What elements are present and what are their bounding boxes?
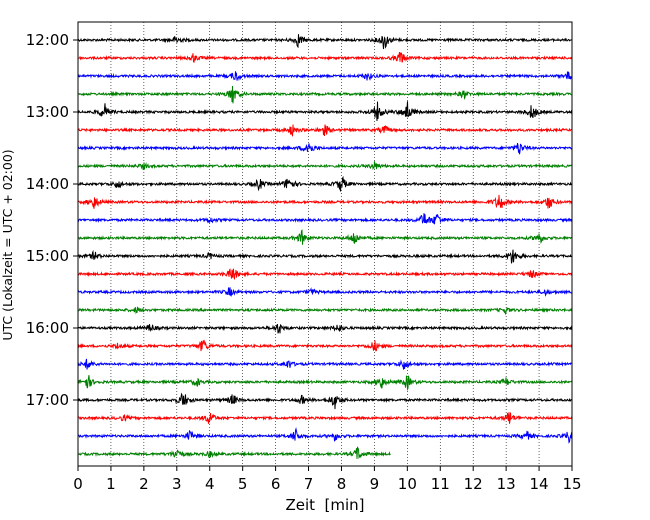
trace-1415 — [77, 194, 573, 209]
plot-frame — [77, 21, 573, 467]
y-tick-label-13:00: 13:00 — [26, 103, 69, 121]
seismic-traces — [77, 34, 573, 460]
x-tick-label-13: 13 — [497, 475, 516, 493]
x-axis-ticks: 0 1 2 3 4 5 6 7 8 9 10 11 12 13 14 15 — [73, 466, 582, 493]
trace-1215 — [77, 51, 573, 63]
trace-1745 — [77, 446, 391, 460]
trace-1430 — [77, 213, 573, 225]
trace-1630 — [77, 358, 573, 370]
trace-1615 — [77, 339, 573, 352]
trace-1645 — [77, 375, 573, 392]
y-tick-label-16:00: 16:00 — [26, 319, 69, 337]
y-tick-label-17:00: 17:00 — [26, 391, 69, 409]
x-tick-label-15: 15 — [562, 475, 581, 493]
trace-1230 — [77, 71, 573, 82]
trace-1515 — [77, 268, 573, 281]
trace-1715 — [77, 412, 573, 424]
trace-1600 — [77, 324, 573, 334]
trace-1500 — [77, 249, 573, 264]
x-tick-label-2: 2 — [139, 475, 149, 493]
trace-1730 — [77, 427, 573, 444]
trace-1330 — [77, 142, 573, 155]
y-tick-label-12:00: 12:00 — [26, 31, 69, 49]
trace-1315 — [77, 124, 573, 137]
x-tick-label-0: 0 — [73, 475, 83, 493]
x-tick-label-5: 5 — [238, 475, 248, 493]
x-tick-label-7: 7 — [304, 475, 314, 493]
x-tick-label-12: 12 — [464, 475, 483, 493]
x-axis-label: Zeit [min] — [285, 496, 364, 514]
plot-area-background — [78, 22, 572, 466]
y-tick-label-15:00: 15:00 — [26, 247, 69, 265]
trace-1545 — [77, 306, 573, 316]
x-tick-label-11: 11 — [431, 475, 450, 493]
x-tick-label-6: 6 — [271, 475, 281, 493]
y-axis-ticks: 12:00 13:00 14:00 15:00 16:00 17:00 — [26, 31, 78, 409]
x-tick-label-14: 14 — [530, 475, 549, 493]
trace-1530 — [77, 287, 573, 297]
trace-1700 — [77, 392, 573, 410]
x-tick-label-8: 8 — [337, 475, 347, 493]
x-tick-label-1: 1 — [106, 475, 116, 493]
trace-1200 — [77, 34, 573, 50]
x-tick-label-9: 9 — [370, 475, 380, 493]
y-tick-label-14:00: 14:00 — [26, 175, 69, 193]
x-tick-label-4: 4 — [205, 475, 215, 493]
trace-1445 — [77, 229, 573, 245]
trace-1345 — [77, 161, 573, 171]
grid-lines — [110, 22, 540, 466]
x-tick-label-3: 3 — [172, 475, 182, 493]
trace-1400 — [77, 175, 573, 192]
trace-1245 — [77, 86, 573, 104]
y-axis-label: UTC (Lokalzeit = UTC + 02:00) — [0, 149, 15, 340]
x-tick-label-10: 10 — [398, 475, 417, 493]
trace-1300 — [77, 101, 573, 122]
